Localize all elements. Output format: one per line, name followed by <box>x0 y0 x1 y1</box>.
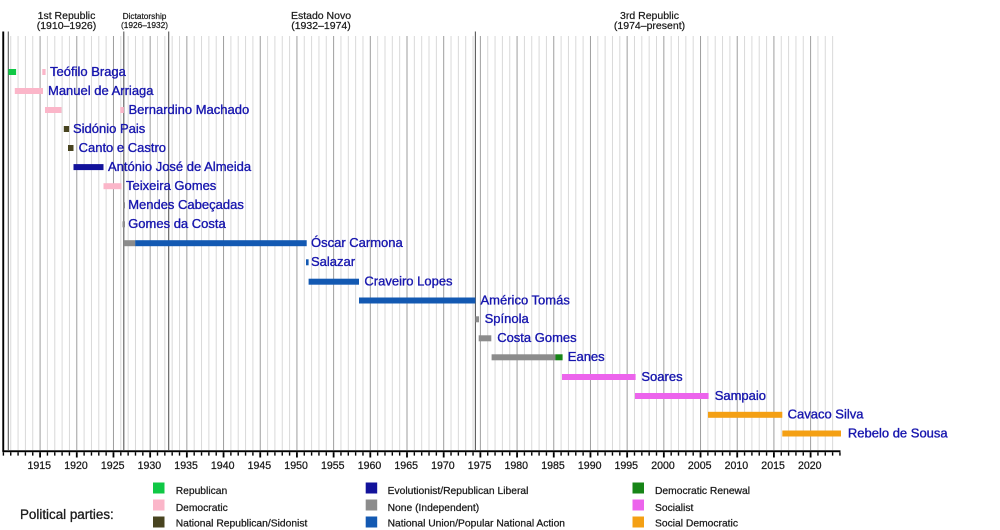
svg-text:Democratic Renewal: Democratic Renewal <box>655 486 750 497</box>
svg-text:Cavaco Silva: Cavaco Silva <box>788 407 865 422</box>
svg-text:1920: 1920 <box>64 460 88 472</box>
svg-text:1915: 1915 <box>28 460 52 472</box>
svg-text:National Union/Popular Nationa: National Union/Popular National Action <box>388 519 566 530</box>
svg-text:1985: 1985 <box>541 460 565 472</box>
svg-text:2000: 2000 <box>651 460 675 472</box>
svg-text:1930: 1930 <box>138 460 162 472</box>
svg-text:3rd Republic: 3rd Republic <box>620 10 679 22</box>
svg-text:Soares: Soares <box>641 369 683 384</box>
svg-text:Evolutionist/Republican Libera: Evolutionist/Republican Liberal <box>388 486 529 497</box>
svg-text:1990: 1990 <box>578 460 602 472</box>
svg-text:2005: 2005 <box>688 460 712 472</box>
svg-text:1935: 1935 <box>174 460 198 472</box>
svg-text:1950: 1950 <box>284 460 308 472</box>
svg-text:Rebelo de Sousa: Rebelo de Sousa <box>848 425 949 440</box>
svg-text:Craveiro Lopes: Craveiro Lopes <box>364 274 453 289</box>
svg-text:António José de Almeida: António José de Almeida <box>108 159 252 174</box>
svg-text:1925: 1925 <box>101 460 125 472</box>
svg-text:Américo Tomás: Américo Tomás <box>481 292 571 307</box>
svg-text:(1974–present): (1974–present) <box>614 20 685 32</box>
svg-text:None (Independent): None (Independent) <box>388 503 480 514</box>
svg-text:Teófilo Braga: Teófilo Braga <box>50 64 127 79</box>
svg-text:1995: 1995 <box>615 460 639 472</box>
svg-text:Sampaio: Sampaio <box>715 388 766 403</box>
svg-text:Estado Novo: Estado Novo <box>291 10 351 22</box>
svg-text:1965: 1965 <box>394 460 418 472</box>
svg-text:Political parties:: Political parties: <box>20 507 114 522</box>
svg-text:Costa Gomes: Costa Gomes <box>497 330 577 345</box>
svg-text:2020: 2020 <box>798 460 822 472</box>
svg-text:1980: 1980 <box>505 460 529 472</box>
svg-text:Mendes Cabeçadas: Mendes Cabeçadas <box>128 197 244 212</box>
svg-text:1945: 1945 <box>248 460 272 472</box>
svg-text:Democratic: Democratic <box>176 503 228 514</box>
svg-text:Teixeira Gomes: Teixeira Gomes <box>126 178 217 193</box>
svg-text:(1926–1932): (1926–1932) <box>121 20 168 30</box>
svg-text:(1932–1974): (1932–1974) <box>291 20 351 32</box>
svg-text:Republican: Republican <box>176 486 228 497</box>
svg-text:2010: 2010 <box>725 460 749 472</box>
svg-text:Sidónio Pais: Sidónio Pais <box>73 121 146 136</box>
svg-text:(1910–1926): (1910–1926) <box>37 20 97 32</box>
svg-text:1955: 1955 <box>321 460 345 472</box>
svg-text:Eanes: Eanes <box>568 349 605 364</box>
svg-text:Social Democratic: Social Democratic <box>655 519 738 530</box>
svg-text:1975: 1975 <box>468 460 492 472</box>
svg-text:2015: 2015 <box>761 460 785 472</box>
svg-text:Canto e Castro: Canto e Castro <box>79 140 166 155</box>
svg-text:Spínola: Spínola <box>485 311 530 326</box>
svg-text:Dictatorship: Dictatorship <box>123 11 167 21</box>
svg-text:1st Republic: 1st Republic <box>38 10 96 22</box>
svg-text:Socialist: Socialist <box>655 503 693 514</box>
svg-text:1970: 1970 <box>431 460 455 472</box>
svg-text:1960: 1960 <box>358 460 382 472</box>
svg-text:Gomes da Costa: Gomes da Costa <box>128 216 226 231</box>
svg-text:Salazar: Salazar <box>311 254 356 269</box>
svg-text:Manuel de Arriaga: Manuel de Arriaga <box>48 83 154 98</box>
svg-text:1940: 1940 <box>211 460 235 472</box>
svg-text:Óscar Carmona: Óscar Carmona <box>311 235 404 250</box>
svg-text:Bernardino Machado: Bernardino Machado <box>129 102 250 117</box>
svg-text:National Republican/Sidonist: National Republican/Sidonist <box>176 519 308 530</box>
